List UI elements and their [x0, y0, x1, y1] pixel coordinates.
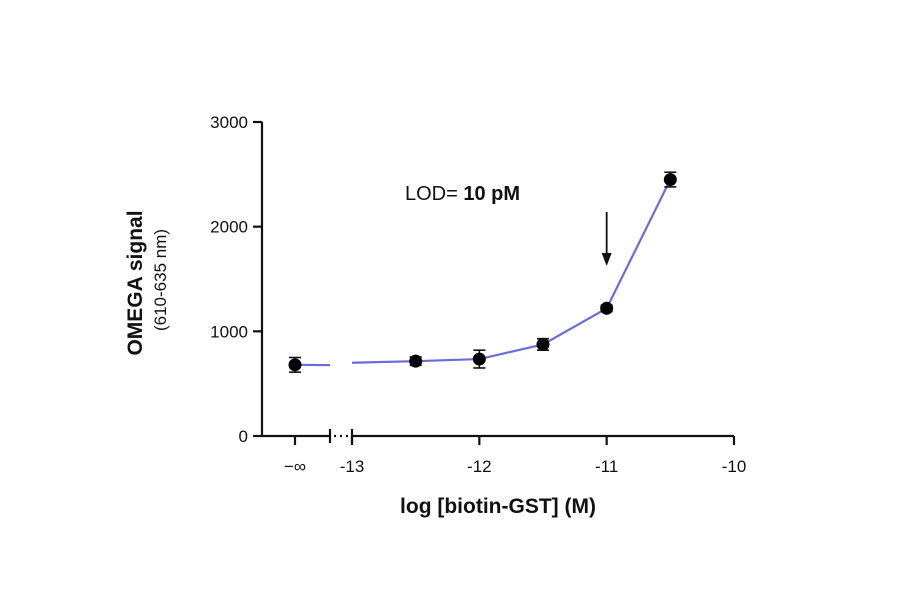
y-axis-subtitle: (610-635 nm) — [151, 229, 170, 331]
data-point — [600, 301, 614, 315]
x-tick-label: -13 — [340, 457, 365, 476]
lod-prefix: LOD= — [405, 183, 463, 205]
data-point — [472, 352, 486, 366]
x-tick-label: -11 — [595, 457, 618, 476]
x-axis-title: log [biotin-GST] (M) — [400, 495, 596, 518]
x-tick-label: -10 — [722, 457, 747, 476]
y-axis-title: OMEGA signal — [124, 210, 147, 355]
data-point — [288, 358, 302, 372]
series-line — [351, 179, 672, 364]
x-tick-label: -12 — [467, 457, 492, 476]
y-tick-label: 1000 — [210, 322, 248, 341]
lod-value: 10 pM — [463, 183, 520, 205]
data-point — [663, 173, 677, 187]
data-point — [536, 337, 550, 351]
data-marks — [288, 171, 677, 373]
lod-arrow-head — [601, 253, 612, 266]
data-point — [409, 354, 423, 368]
y-tick-label: 0 — [239, 427, 248, 446]
y-tick-label: 2000 — [210, 218, 248, 237]
y-tick-label: 3000 — [210, 113, 248, 132]
axes: 0 1000 2000 3000 −∞ -13 -12 -11 -10 — [210, 113, 746, 476]
lod-annotation: LOD= 10 pM — [405, 183, 520, 205]
x-tick-label-neg-inf: −∞ — [284, 457, 306, 476]
